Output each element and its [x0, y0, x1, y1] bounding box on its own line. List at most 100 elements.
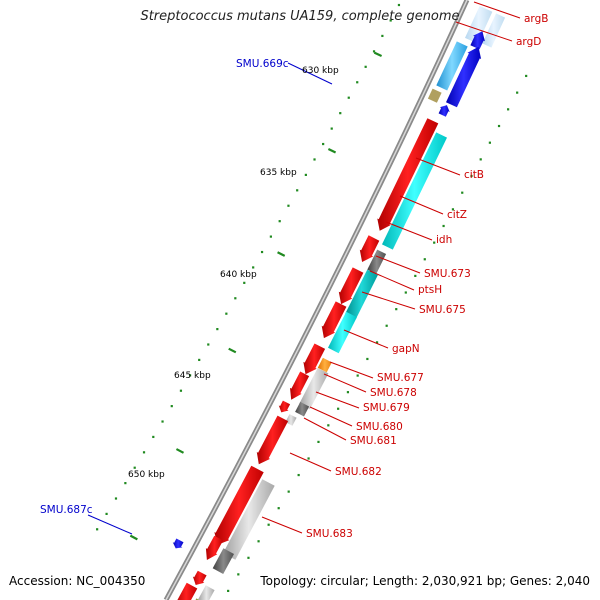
- kbp-tick-mark: [373, 51, 383, 58]
- gene-label-smu-681: SMU.681: [350, 435, 397, 447]
- leader-smu-680: [309, 406, 353, 427]
- skew-dot: [247, 556, 250, 559]
- leader-smu-683: [261, 516, 303, 534]
- gene-features: [172, 5, 506, 600]
- gene-arrow-citb: [377, 118, 439, 231]
- gene-arrow-smu682: [256, 415, 289, 465]
- gene-box-dark-bottom: [212, 548, 234, 574]
- skew-dot: [423, 258, 426, 261]
- leader-gapn: [343, 329, 389, 349]
- genome-backbone: [163, 0, 470, 600]
- gc-dot: [188, 374, 192, 377]
- gc-dot: [269, 235, 272, 238]
- map-title: Streptococcus mutans UA159, complete gen…: [140, 9, 460, 24]
- gene-box-smu679-dark: [295, 401, 310, 417]
- gene-arrow-smu683a: [214, 465, 264, 545]
- gc-dot: [96, 528, 99, 531]
- gene-arrow-argb: [465, 5, 493, 44]
- gene-arrow-citz: [382, 132, 447, 250]
- gene-label-idh: idh: [436, 234, 452, 246]
- gene-label-gapn: gapN: [392, 343, 420, 355]
- kbp-tick-label: 630 kbp: [302, 66, 339, 76]
- leader-smu-681: [303, 417, 347, 441]
- leader-smu-669c: [287, 62, 333, 85]
- gene-arrow-red-576: [192, 570, 207, 585]
- kbp-tick-mark: [228, 347, 237, 354]
- skew-dot: [307, 457, 310, 460]
- label-leader-lines: [87, 1, 521, 535]
- gene-box-olive-top: [427, 88, 442, 103]
- skew-dot: [346, 391, 350, 394]
- gc-dot: [225, 312, 228, 315]
- gene-arrow-idh: [359, 235, 380, 262]
- skew-dot: [257, 540, 260, 543]
- gene-arrow-blue-top: [470, 31, 485, 50]
- kbp-tick-mark: [327, 147, 337, 154]
- gene-arrow-smu673: [338, 267, 364, 305]
- kbp-tick-label: 645 kbp: [174, 371, 211, 381]
- skew-dot: [237, 573, 240, 576]
- gene-box-grey-bottom: [198, 585, 215, 600]
- gc-dot: [330, 127, 333, 130]
- gene-label-smu-678: SMU.678: [370, 387, 417, 399]
- skew-dot: [356, 374, 359, 377]
- skew-dot: [395, 308, 398, 311]
- kbp-tick-marks: [129, 51, 383, 541]
- topology-summary: Topology: circular; Length: 2,030,921 bp…: [260, 574, 590, 588]
- gc-dot: [179, 389, 183, 392]
- gene-label-ptsh: ptsH: [418, 284, 442, 296]
- leader-argb: [473, 1, 521, 19]
- gene-arrow-argd: [482, 13, 506, 48]
- gene-arrow-smu679: [290, 371, 310, 400]
- skew-dot: [297, 473, 300, 477]
- skew-dot: [516, 91, 519, 94]
- gene-label-argb: argB: [524, 13, 548, 25]
- gene-label-smu-677: SMU.677: [377, 372, 424, 384]
- leader-smu-687c: [87, 514, 133, 535]
- gc-dot: [381, 34, 384, 38]
- skew-dot: [227, 589, 230, 593]
- gene-arrow-smu680: [278, 400, 291, 413]
- leader-smu-678: [323, 373, 367, 393]
- skew-dot: [451, 208, 455, 211]
- kbp-tick-mark: [129, 534, 138, 541]
- gc-dot: [389, 19, 392, 22]
- gene-arrow-smu677: [303, 343, 326, 375]
- skew-dot: [327, 424, 330, 427]
- skew-dot: [507, 108, 510, 111]
- gene-arrow-smu675: [321, 301, 347, 339]
- gene-arrow-smu669c-b: [446, 46, 482, 108]
- skew-dot: [488, 141, 491, 144]
- gene-label-smu-679: SMU.679: [363, 402, 410, 414]
- skew-dot: [385, 324, 388, 327]
- gene-small-blue-left: [172, 538, 184, 549]
- gc-dot: [304, 173, 307, 176]
- kbp-tick-mark: [277, 251, 286, 257]
- gc-dot: [260, 250, 264, 254]
- gene-label-smu-673: SMU.673: [424, 268, 471, 280]
- gc-dot-track: [96, 3, 528, 593]
- skew-dot: [267, 523, 270, 526]
- skew-dot: [525, 74, 528, 78]
- skew-dot: [404, 291, 407, 294]
- gc-dot: [161, 420, 164, 423]
- gene-small-blue: [438, 105, 450, 117]
- gene-label-smu-682: SMU.682: [335, 466, 382, 478]
- leader-smu-673: [375, 255, 421, 274]
- leader-ptsh: [369, 270, 415, 291]
- gc-dot: [216, 327, 219, 331]
- gene-label-citz: citZ: [447, 209, 467, 221]
- gene-box-red-edge: [177, 582, 198, 600]
- gene-label-smu-687c: SMU.687c: [40, 504, 93, 516]
- gc-dot: [322, 142, 325, 146]
- gc-dot: [356, 81, 359, 84]
- gc-dot: [372, 50, 376, 53]
- gc-dot: [296, 189, 299, 192]
- skew-dot: [479, 158, 482, 161]
- skew-dot: [433, 241, 436, 244]
- gc-dot: [105, 512, 108, 516]
- gene-label-smu-680: SMU.680: [356, 421, 403, 433]
- gc-dot: [313, 158, 316, 161]
- skew-dot: [317, 440, 320, 444]
